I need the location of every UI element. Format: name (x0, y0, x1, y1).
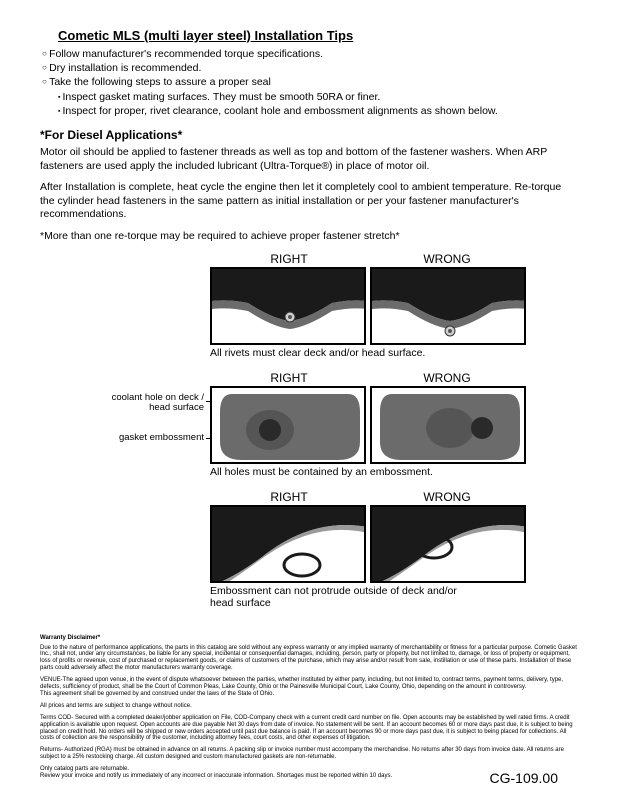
caption-rivets: All rivets must clear deck and/or head s… (210, 347, 526, 359)
paragraph: Motor oil should be applied to fastener … (40, 146, 578, 173)
diagram-hole-wrong (370, 386, 526, 464)
warranty-disclaimer: Warranty Disclaimer* Due to the nature o… (40, 635, 578, 780)
label-right: RIGHT (210, 252, 368, 266)
label-right: RIGHT (210, 490, 368, 504)
label-wrong: WRONG (368, 252, 526, 266)
callout-coolant: coolant hole on deck / head surface (104, 393, 204, 414)
label-wrong: WRONG (368, 371, 526, 385)
bullet-item: Take the following steps to assure a pro… (40, 75, 578, 89)
diagram-row-holes: coolant hole on deck / head surface gask… (40, 371, 578, 486)
bullet-item: Dry installation is recommended. (40, 61, 578, 75)
disclaimer-para: Due to the nature of performance applica… (40, 645, 578, 673)
paragraph: After Installation is complete, heat cyc… (40, 181, 578, 222)
disclaimer-para: VENUE-The agreed upon venue, in the even… (40, 677, 578, 698)
label-wrong: WRONG (368, 490, 526, 504)
diagram-emboss-right (210, 505, 366, 583)
page-title: Cometic MLS (multi layer steel) Installa… (58, 28, 578, 43)
diesel-heading: *For Diesel Applications* (40, 128, 578, 142)
diagram-rivet-wrong (370, 267, 526, 345)
diagram-row-emboss: RIGHT WRONG (40, 490, 578, 617)
caption-holes: All holes must be contained by an emboss… (210, 466, 526, 478)
page-number: CG-109.00 (490, 770, 558, 786)
disclaimer-para: Terms COD- Secured with a completed deal… (40, 715, 578, 743)
caption-emboss: Embossment can not protrude outside of d… (210, 585, 480, 609)
bullet-subitem: Inspect for proper, rivet clearance, coo… (40, 104, 578, 118)
diagram-row-rivets: RIGHT WRONG (40, 252, 578, 367)
diagram-hole-right (210, 386, 366, 464)
disclaimer-heading: Warranty Disclaimer* (40, 635, 578, 642)
bullet-list: Follow manufacturer's recommended torque… (40, 47, 578, 118)
paragraph: *More than one re-torque may be required… (40, 230, 578, 244)
callout-emboss: gasket embossment (84, 433, 204, 443)
disclaimer-para: All prices and terms are subject to chan… (40, 703, 578, 710)
disclaimer-para: Returns- Authorized (RGA) must be obtain… (40, 747, 578, 761)
bullet-item: Follow manufacturer's recommended torque… (40, 47, 578, 61)
diagram-emboss-wrong (370, 505, 526, 583)
bullet-subitem: Inspect gasket mating surfaces. They mus… (40, 90, 578, 104)
diagram-rivet-right (210, 267, 366, 345)
diagrams-section: RIGHT WRONG (40, 252, 578, 617)
label-right: RIGHT (210, 371, 368, 385)
